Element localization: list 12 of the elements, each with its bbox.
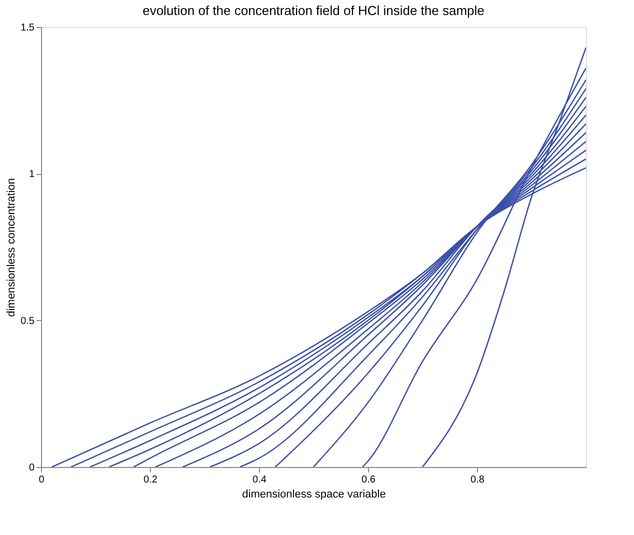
y-tick-label: 1.5	[20, 22, 35, 34]
x-axis-title: dimensionless space variable	[242, 488, 386, 500]
x-tick-label: 0.4	[252, 474, 267, 486]
x-tick-label: 0	[38, 474, 45, 486]
y-tick-label: 0	[28, 462, 35, 474]
chart-title: evolution of the concentration field of HCl inside the sample	[142, 3, 484, 18]
x-tick-label: 0.2	[144, 474, 158, 486]
y-tick-label: 1	[28, 169, 35, 180]
y-tick-label: 0.5	[20, 316, 35, 327]
y-axis-title: dimensionless concentration	[6, 178, 18, 317]
x-tick-label: 0.8	[470, 474, 485, 486]
x-tick-label: 0.6	[362, 474, 376, 486]
